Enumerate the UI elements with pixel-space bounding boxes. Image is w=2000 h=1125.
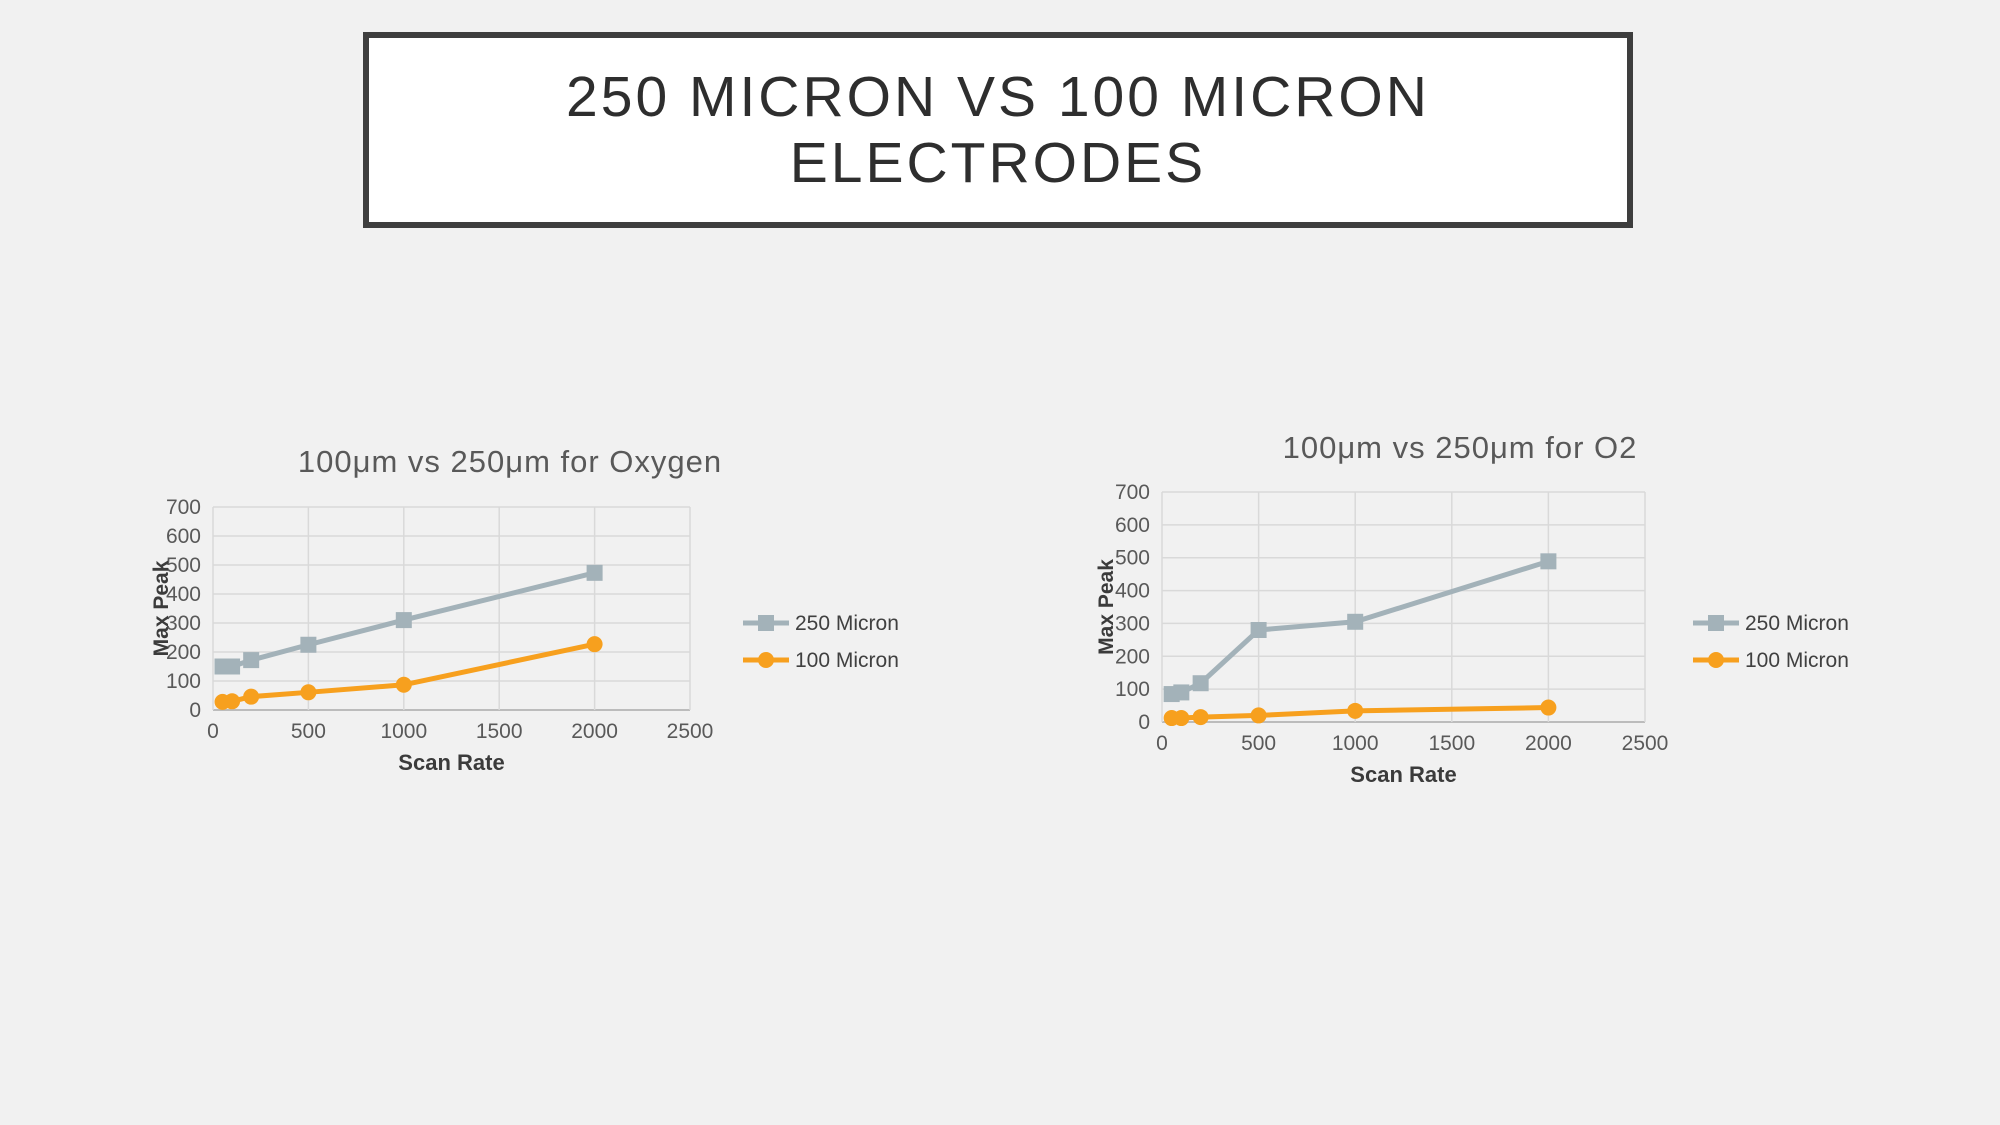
slide-title-line-1: 250 MICRON VS 100 MICRON bbox=[566, 65, 1430, 129]
legend-label: 100 Micron bbox=[795, 649, 899, 672]
legend-marker-square bbox=[1708, 615, 1724, 631]
legend-label: 250 Micron bbox=[1745, 612, 1849, 635]
x-tick-label: 1500 bbox=[1428, 732, 1475, 755]
x-tick-label: 500 bbox=[291, 720, 326, 743]
x-tick-label: 1500 bbox=[476, 720, 523, 743]
y-tick-label: 600 bbox=[166, 525, 201, 548]
data-point-square bbox=[1192, 675, 1209, 692]
y-axis-title: Max Peak bbox=[150, 560, 173, 656]
data-point-circle bbox=[300, 684, 317, 701]
y-tick-label: 600 bbox=[1115, 514, 1150, 537]
data-point-circle bbox=[1173, 710, 1190, 727]
data-point-square bbox=[243, 652, 260, 669]
y-axis-title: Max Peak bbox=[1095, 559, 1118, 655]
x-tick-label: 0 bbox=[1156, 732, 1168, 755]
data-point-square bbox=[224, 658, 241, 675]
data-point-square bbox=[395, 612, 412, 629]
y-tick-label: 400 bbox=[1115, 580, 1150, 603]
chart-title: 100μm vs 250μm for Oxygen bbox=[298, 444, 722, 479]
x-tick-label: 500 bbox=[1241, 732, 1276, 755]
data-point-circle bbox=[586, 636, 603, 653]
y-tick-label: 200 bbox=[1115, 645, 1150, 668]
chart-canvas: 0 100 200 300 400 500 600 700 0 500 1000 1500 2000 25… bbox=[150, 444, 899, 775]
x-tick-label: 0 bbox=[207, 720, 219, 743]
data-point-square bbox=[1540, 553, 1557, 570]
y-tick-label: 100 bbox=[166, 670, 201, 693]
y-tick-label: 0 bbox=[189, 699, 201, 722]
x-axis-title: Scan Rate bbox=[1350, 762, 1456, 787]
slide-title-box: 250 MICRON VS 100 MICRON ELECTRODES bbox=[363, 32, 1633, 228]
data-point-circle bbox=[1192, 709, 1209, 726]
data-point-circle bbox=[224, 693, 241, 710]
chart-title: 100μm vs 250μm for O2 bbox=[1283, 430, 1638, 465]
y-tick-label: 300 bbox=[1115, 612, 1150, 635]
x-axis-title: Scan Rate bbox=[398, 750, 504, 775]
y-tick-label: 400 bbox=[166, 583, 201, 606]
data-point-square bbox=[1250, 622, 1267, 638]
y-tick-label: 0 bbox=[1138, 711, 1150, 734]
legend-marker-square bbox=[758, 615, 774, 631]
data-point-square bbox=[1173, 684, 1190, 701]
x-tick-label: 2000 bbox=[1525, 732, 1572, 755]
chart-oxygen: 0 100 200 300 400 500 600 700 0 500 1000 1500 2000 25… bbox=[150, 430, 1050, 790]
y-tick-label: 700 bbox=[166, 496, 201, 519]
legend-label: 250 Micron bbox=[795, 612, 899, 635]
data-point-circle bbox=[1540, 699, 1557, 716]
y-tick-label: 500 bbox=[1115, 547, 1150, 570]
data-point-circle bbox=[1250, 707, 1267, 724]
x-tick-label: 2500 bbox=[1622, 732, 1669, 755]
chart-o2: 0 100 200 300 400 500 600 700 0 500 1000 1500 2000 25… bbox=[1095, 418, 1995, 818]
chart-canvas: 0 100 200 300 400 500 600 700 0 500 1000 1500 2000 25… bbox=[1095, 430, 1849, 787]
data-point-square bbox=[586, 564, 603, 581]
slide-title-line-2: ELECTRODES bbox=[789, 131, 1207, 195]
data-point-circle bbox=[1347, 702, 1364, 719]
y-tick-label: 500 bbox=[166, 554, 201, 577]
x-tick-label: 1000 bbox=[1332, 732, 1379, 755]
legend-marker-circle bbox=[1708, 652, 1724, 668]
data-point-circle bbox=[243, 688, 260, 705]
y-tick-label: 200 bbox=[166, 641, 201, 664]
data-point-circle bbox=[395, 676, 412, 693]
data-point-square bbox=[300, 636, 317, 653]
y-tick-label: 300 bbox=[166, 612, 201, 635]
legend-marker-circle bbox=[758, 652, 774, 668]
y-tick-label: 700 bbox=[1115, 481, 1150, 504]
y-tick-label: 100 bbox=[1115, 678, 1150, 701]
x-tick-label: 2000 bbox=[571, 720, 618, 743]
legend-label: 100 Micron bbox=[1745, 649, 1849, 672]
x-tick-label: 1000 bbox=[380, 720, 427, 743]
data-point-square bbox=[1347, 613, 1364, 630]
x-tick-label: 2500 bbox=[667, 720, 714, 743]
